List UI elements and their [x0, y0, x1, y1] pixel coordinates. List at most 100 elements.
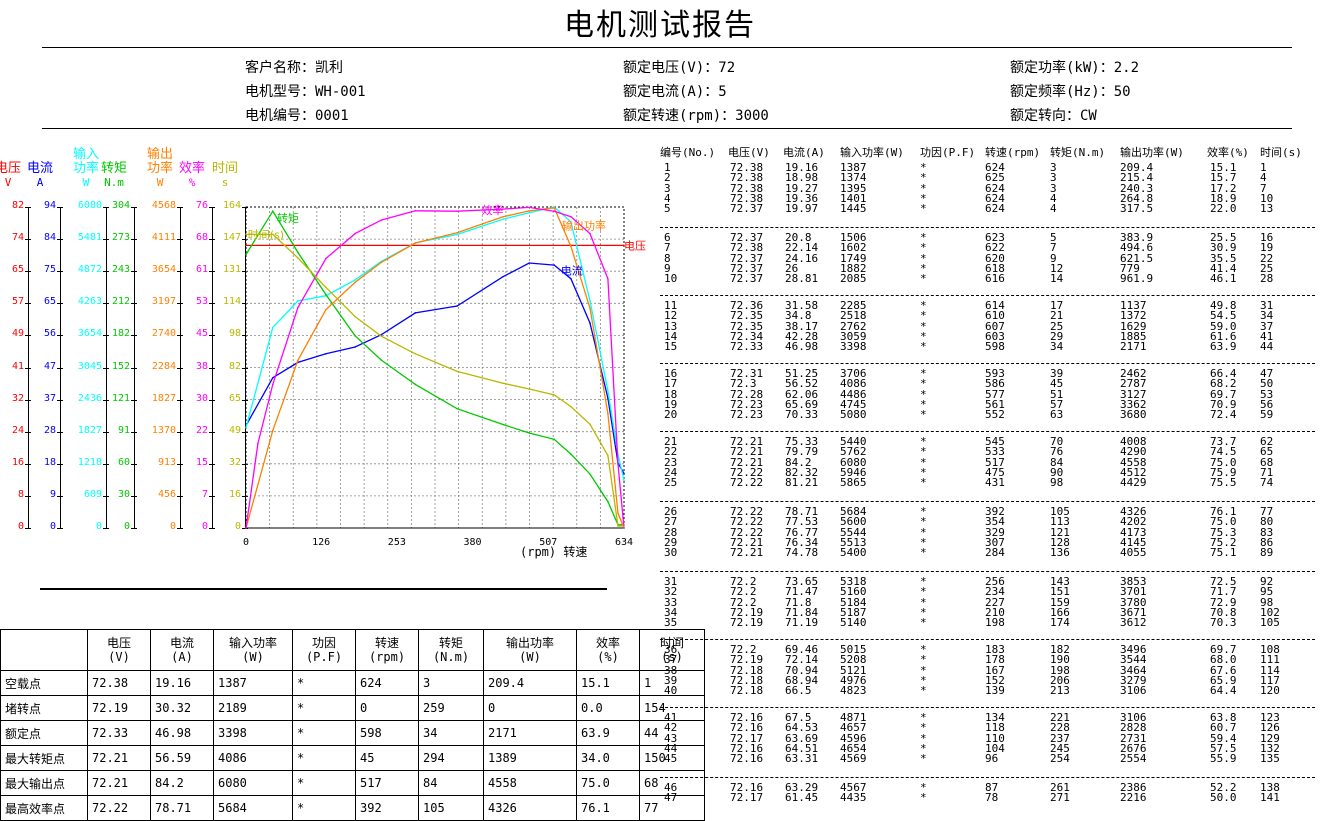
- table-cell: 72.16: [730, 752, 764, 766]
- series-point-4: [456, 231, 458, 234]
- scale-tick-mark: [209, 335, 215, 337]
- table-row: 36 72.2 69.46 5015 * 183 182 3496 69.7 108: [660, 644, 1320, 655]
- table-cell: 17: [664, 377, 678, 391]
- table-cell: 256: [985, 575, 1005, 588]
- table-cell: 5513: [840, 535, 867, 549]
- table-cell: 1: [1260, 161, 1267, 174]
- table-cell: 16: [1260, 231, 1274, 244]
- table-cell: 120: [1260, 684, 1280, 698]
- table-cell: 41.4: [1210, 261, 1237, 275]
- scale-tick-label: 91: [117, 424, 130, 436]
- table-cell: 51.25: [785, 367, 819, 380]
- series-point-2: [502, 218, 504, 220]
- scale-tick-mark: [177, 367, 183, 369]
- table-cell: 141: [1260, 791, 1280, 805]
- scale-tick-mark: [25, 528, 31, 529]
- table-cell: 70.9: [1210, 397, 1237, 411]
- table-cell: 14: [1050, 272, 1064, 286]
- table-cell: 234: [985, 585, 1005, 599]
- scale-tick-mark: [242, 463, 248, 465]
- series-point-3: [502, 423, 504, 426]
- series-point-6: [607, 454, 609, 457]
- table-cell: 5946: [840, 465, 867, 479]
- table-cell: 67.6: [1210, 663, 1237, 677]
- table-row: 16 72.31 51.25 3706 * 593 39 2462 66.4 47: [660, 368, 1320, 379]
- table-cell: *: [920, 684, 927, 698]
- table-cell: *: [920, 791, 927, 805]
- table-cell: 111: [1260, 653, 1280, 667]
- table-cell: 61.6: [1210, 329, 1237, 343]
- scale-tick-mark: [25, 399, 31, 401]
- table-cell: *: [920, 445, 927, 459]
- scale-unit: s: [221, 176, 229, 189]
- table-cell: 620: [985, 251, 1005, 265]
- table-cell: 1137: [1120, 299, 1147, 312]
- summary-header-text: 电流: [169, 636, 194, 650]
- table-cell: 618: [985, 261, 1005, 275]
- series-point-2: [623, 479, 625, 482]
- x-axis-label: (rpm) 转速: [520, 544, 587, 559]
- scale-tick-mark: [103, 303, 109, 305]
- table-cell: 71.47: [785, 585, 819, 599]
- table-cell: 69.7: [1210, 387, 1237, 401]
- summary-cell: 75.0: [576, 770, 640, 796]
- table-cell: 73.7: [1210, 435, 1237, 448]
- table-header-cell: 输入功率(W): [840, 146, 904, 159]
- table-cell: 72.16: [730, 721, 764, 735]
- table-cell: 126: [1260, 721, 1280, 735]
- scale-tick-mark: [177, 335, 183, 337]
- table-cell: 72.21: [730, 546, 764, 560]
- group-separator: [660, 295, 1315, 296]
- series-point-4: [414, 242, 417, 244]
- series-point-6: [380, 335, 383, 337]
- table-cell: 65.69: [785, 397, 819, 411]
- summary-header-row: 电压 (V) 电流 (A) 输入功率 (W) 功因 (P.F) 转速 (rpm) 转矩 (N.m) 输出…: [0, 629, 705, 671]
- summary-cell: 624: [355, 670, 419, 696]
- table-cell: 135: [1260, 752, 1280, 766]
- table-cell: 18: [664, 387, 678, 401]
- table-cell: 75.33: [785, 435, 819, 448]
- scale-tick-mark: [209, 367, 215, 369]
- series-point-5: [257, 442, 259, 445]
- scale-tick-mark: [209, 528, 215, 529]
- table-cell: 118: [985, 721, 1005, 735]
- table-cell: 27: [664, 515, 678, 529]
- table-cell: 82.32: [785, 465, 819, 479]
- table-cell: 45: [664, 752, 678, 766]
- table-cell: 5140: [840, 616, 867, 630]
- table-cell: 72.21: [730, 435, 764, 448]
- table-cell: 75.1: [1210, 546, 1237, 560]
- table-cell: 71.84: [785, 605, 819, 619]
- table-cell: 72.16: [730, 781, 764, 794]
- x-tick-label: 634: [615, 537, 633, 548]
- table-cell: 2171: [1120, 340, 1147, 354]
- series-point-4: [297, 359, 299, 362]
- table-cell: 38: [664, 663, 678, 677]
- table-cell: 36: [664, 643, 678, 656]
- table-cell: 34: [1050, 340, 1064, 354]
- series-point-6: [570, 405, 572, 408]
- series-point-6: [456, 370, 458, 373]
- table-cell: 3398: [840, 340, 867, 354]
- summary-header-text: 输出功率: [505, 636, 554, 650]
- table-cell: 70.3: [1210, 616, 1237, 630]
- table-cell: 31: [1260, 299, 1274, 312]
- table-cell: 75.0: [1210, 515, 1237, 529]
- table-cell: 2554: [1120, 752, 1147, 766]
- summary-cell: 0.0: [576, 695, 640, 721]
- table-cell: 624: [985, 202, 1005, 216]
- table-cell: 56.52: [785, 377, 819, 391]
- scale-tick-label: 49: [11, 328, 24, 340]
- table-cell: 69.46: [785, 643, 819, 656]
- table-cell: *: [920, 455, 927, 469]
- table-cell: 4: [1050, 202, 1057, 216]
- table-cell: 624: [985, 181, 1005, 195]
- scale-tick-label: 18: [43, 456, 56, 468]
- scale-tick-mark: [57, 431, 63, 433]
- summary-row: 堵转点 72.19 30.32 2189 * 0 259 0 0.0 154: [0, 695, 705, 721]
- scale-tick-mark: [177, 463, 183, 465]
- table-cell: 128: [1050, 535, 1070, 549]
- table-cell: 136: [1050, 546, 1070, 560]
- table-cell: 81.21: [785, 476, 819, 490]
- table-cell: 68: [1260, 455, 1274, 469]
